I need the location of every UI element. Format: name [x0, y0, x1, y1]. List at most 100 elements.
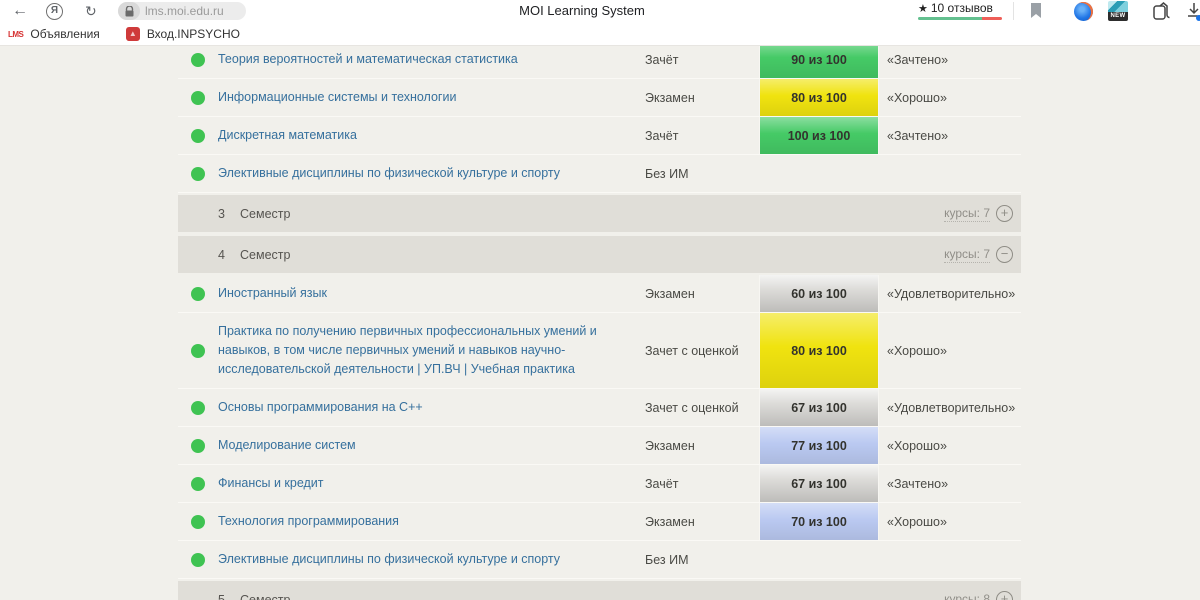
- browser-toolbar: ← Я ↻ lms.moi.edu.ru MOI Learning System…: [0, 0, 1200, 23]
- status-cell: [178, 400, 218, 415]
- lock-icon: [118, 2, 140, 20]
- score-badge: 67 из 100: [760, 389, 878, 426]
- status-dot-icon: [191, 552, 205, 567]
- score-badge: 100 из 100: [760, 117, 878, 154]
- bookmark-flag-icon[interactable]: [1030, 3, 1042, 19]
- grade-label: «Зачтено»: [887, 128, 949, 143]
- course-link[interactable]: Моделирование систем: [218, 438, 356, 452]
- course-row: Моделирование систем Экзамен 77 из 100 «…: [178, 427, 1021, 465]
- course-row: Теория вероятностей и математическая ста…: [178, 46, 1021, 79]
- semester-controls: курсы: 7 +: [944, 205, 1021, 222]
- semester-number: 4: [218, 247, 225, 262]
- semester-controls: курсы: 7 −: [944, 246, 1021, 263]
- collapse-icon[interactable]: −: [996, 246, 1013, 263]
- course-row: Элективные дисциплины по физической куль…: [178, 541, 1021, 579]
- semester-row[interactable]: 3 Семестр курсы: 7 +: [178, 195, 1021, 232]
- status-dot-icon: [191, 52, 205, 67]
- extension-circle-icon[interactable]: [1074, 2, 1093, 21]
- course-link[interactable]: Дискретная математика: [218, 128, 357, 142]
- status-dot-icon: [191, 476, 205, 491]
- control-type-label: Экзамен: [645, 438, 695, 453]
- download-icon[interactable]: [1186, 2, 1200, 21]
- status-cell: [178, 166, 218, 181]
- score-cell: [759, 541, 879, 578]
- address-bar[interactable]: lms.moi.edu.ru: [118, 2, 246, 20]
- collections-icon[interactable]: [1153, 2, 1173, 20]
- courses-count-link[interactable]: курсы: 8: [944, 592, 990, 600]
- score-cell: 77 из 100: [759, 427, 879, 464]
- course-row: Основы программирования на C++ Зачет с о…: [178, 389, 1021, 427]
- page-title: MOI Learning System: [519, 3, 645, 18]
- course-link[interactable]: Технология программирования: [218, 514, 399, 528]
- score-cell: 80 из 100: [759, 313, 879, 388]
- status-cell: [178, 514, 218, 529]
- bookmarks-bar: LMS Объявления ▲ Вход.INPSYCHO: [0, 23, 1200, 45]
- grade-label: «Хорошо»: [887, 514, 947, 529]
- lms-favicon: LMS: [8, 29, 24, 39]
- url-text: lms.moi.edu.ru: [145, 4, 224, 18]
- status-cell: [178, 343, 218, 358]
- status-cell: [178, 552, 218, 567]
- course-row: Технология программирования Экзамен 70 и…: [178, 503, 1021, 541]
- status-cell: [178, 128, 218, 143]
- semester-label: Семестр: [240, 247, 291, 262]
- score-badge: 60 из 100: [760, 275, 878, 312]
- control-type-label: Экзамен: [645, 286, 695, 301]
- score-cell: 80 из 100: [759, 79, 879, 116]
- grade-label: «Удовлетворительно»: [887, 400, 1016, 415]
- score-badge: 70 из 100: [760, 503, 878, 540]
- grade-label: «Хорошо»: [887, 438, 947, 453]
- semester-row[interactable]: 5 Семестр курсы: 8 +: [178, 581, 1021, 600]
- status-dot-icon: [191, 514, 205, 529]
- bookmark-label: Объявления: [30, 27, 100, 41]
- semester-row[interactable]: 4 Семестр курсы: 7 −: [178, 236, 1021, 273]
- course-link[interactable]: Иностранный язык: [218, 286, 327, 300]
- course-link[interactable]: Информационные системы и технологии: [218, 90, 457, 104]
- expand-icon[interactable]: +: [996, 591, 1013, 600]
- semester-number: 3: [218, 206, 225, 221]
- control-type-label: Экзамен: [645, 90, 695, 105]
- bookmark-item-announcements[interactable]: LMS Объявления: [8, 27, 100, 41]
- courses-count-link[interactable]: курсы: 7: [944, 205, 990, 222]
- control-type-label: Зачёт: [645, 476, 679, 491]
- new-badge: NEW: [1108, 12, 1128, 21]
- course-row: Практика по получению первичных професси…: [178, 313, 1021, 389]
- control-type-label: Зачёт: [645, 52, 679, 67]
- grade-label: «Хорошо»: [887, 343, 947, 358]
- grade-label: «Зачтено»: [887, 476, 949, 491]
- bookmark-item-inpsycho[interactable]: ▲ Вход.INPSYCHO: [125, 27, 240, 41]
- bookmark-label: Вход.INPSYCHO: [146, 27, 240, 41]
- control-type-label: Зачет с оценкой: [645, 343, 739, 358]
- yandex-logo-icon[interactable]: Я: [46, 3, 63, 20]
- browser-chrome: ← Я ↻ lms.moi.edu.ru MOI Learning System…: [0, 0, 1200, 46]
- grade-label: «Хорошо»: [887, 90, 947, 105]
- expand-icon[interactable]: +: [996, 205, 1013, 222]
- status-dot-icon: [191, 400, 205, 415]
- control-type-label: Зачет с оценкой: [645, 400, 739, 415]
- course-row: Информационные системы и технологии Экза…: [178, 79, 1021, 117]
- course-link[interactable]: Элективные дисциплины по физической куль…: [218, 166, 561, 180]
- new-extension-icon[interactable]: NEW: [1108, 1, 1128, 21]
- reviews-count-label: 10 отзывов: [930, 1, 993, 15]
- course-link[interactable]: Элективные дисциплины по физической куль…: [218, 552, 561, 566]
- status-dot-icon: [191, 166, 205, 181]
- status-dot-icon: [191, 128, 205, 143]
- courses-count-link[interactable]: курсы: 7: [944, 246, 990, 263]
- score-cell: 90 из 100: [759, 46, 879, 78]
- course-link[interactable]: Финансы и кредит: [218, 476, 324, 490]
- back-button[interactable]: ←: [12, 2, 28, 19]
- course-link[interactable]: Практика по получению первичных професси…: [218, 324, 597, 376]
- control-type-label: Без ИМ: [645, 552, 689, 567]
- refresh-button[interactable]: ↻: [85, 3, 97, 19]
- grade-label: «Удовлетворительно»: [887, 286, 1016, 301]
- course-link[interactable]: Основы программирования на C++: [218, 400, 423, 414]
- course-link[interactable]: Теория вероятностей и математическая ста…: [218, 52, 518, 66]
- reviews-rating[interactable]: ★ 10 отзывов: [918, 1, 1002, 20]
- course-row: Дискретная математика Зачёт 100 из 100 «…: [178, 117, 1021, 155]
- course-row: Элективные дисциплины по физической куль…: [178, 155, 1021, 193]
- rating-bar: [918, 17, 1002, 20]
- status-cell: [178, 476, 218, 491]
- status-cell: [178, 438, 218, 453]
- new-extension-picture: [1108, 1, 1128, 12]
- status-dot-icon: [191, 90, 205, 105]
